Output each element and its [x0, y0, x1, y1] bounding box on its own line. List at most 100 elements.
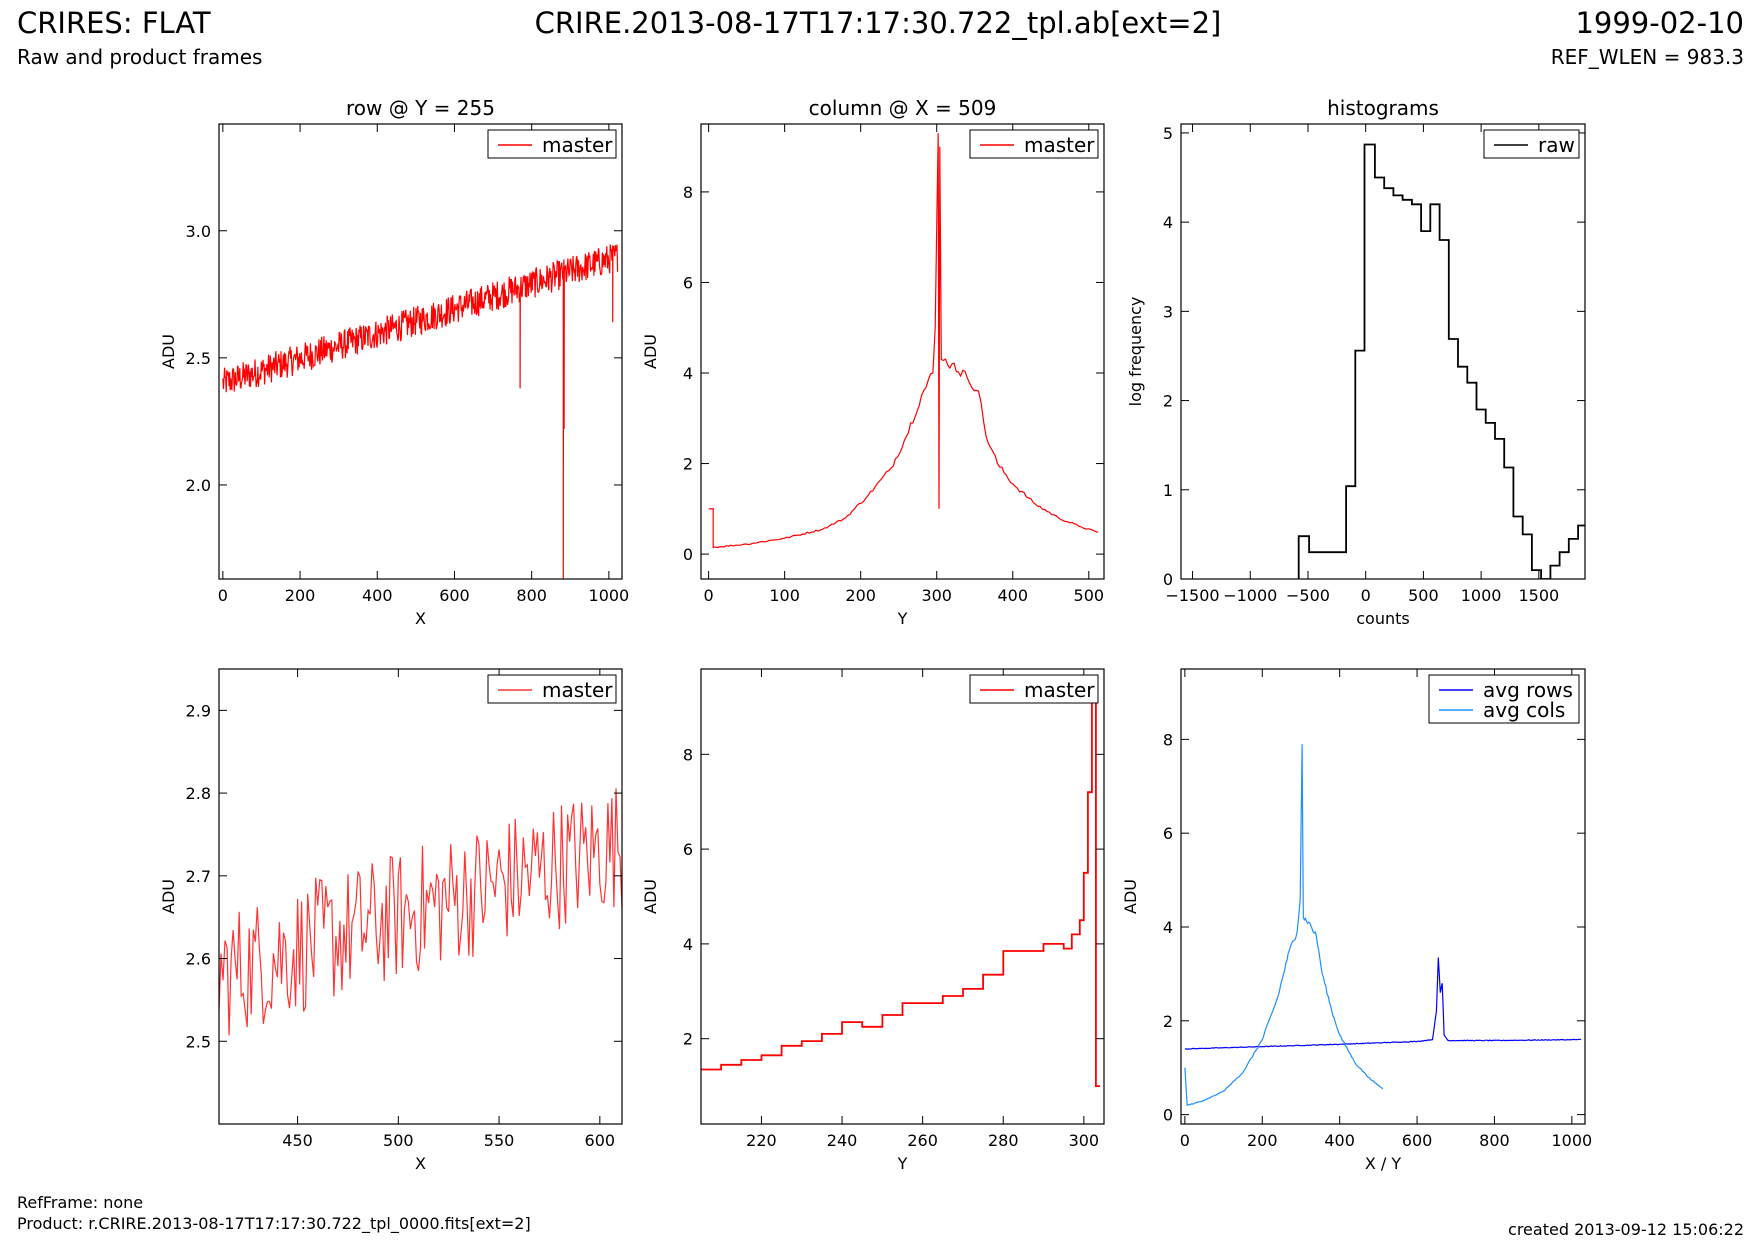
y-tick-label: 2.6 — [186, 950, 211, 969]
y-tick-label: 2 — [1163, 392, 1173, 411]
y-tick-label: 2.8 — [186, 784, 211, 803]
legend-label: avg rows — [1483, 678, 1573, 702]
legend: master — [969, 129, 1099, 159]
axes-frame — [1180, 123, 1586, 580]
y-axis-label: ADU — [641, 334, 660, 369]
y-tick-label: 1 — [1163, 481, 1173, 500]
x-tick-label: 0 — [704, 586, 714, 605]
y-axis-label: ADU — [159, 334, 178, 369]
axes-frame — [1180, 668, 1586, 1125]
series-line-raw — [1297, 143, 1585, 579]
y-tick-label: 2.9 — [186, 701, 211, 720]
x-tick-label: 500 — [383, 1131, 414, 1150]
x-tick-label: 600 — [1402, 1131, 1433, 1150]
y-tick-label: 8 — [683, 183, 693, 202]
axes-frame — [700, 123, 1105, 580]
x-tick-label: 600 — [439, 586, 470, 605]
y-tick-label: 0 — [1163, 1106, 1173, 1125]
x-tick-label: 800 — [1479, 1131, 1510, 1150]
y-tick-label: 0 — [1163, 570, 1173, 589]
y-tick-label: 8 — [683, 745, 693, 764]
x-tick-label: 200 — [845, 586, 876, 605]
legend: master — [969, 674, 1099, 704]
plot-panel-2: 0 100 200 300 400 500 0 2 4 6 8 column @ X = 509 Y AD… — [641, 96, 1105, 628]
x-tick-label: 500 — [1074, 586, 1105, 605]
page-title: CRIRES: FLAT — [17, 6, 211, 40]
y-tick-label: 2 — [683, 1030, 693, 1049]
y-tick-label: 2 — [1163, 1012, 1173, 1031]
x-axis-label: counts — [1356, 609, 1409, 628]
x-tick-label: 1500 — [1518, 586, 1559, 605]
x-tick-label: 1000 — [1461, 586, 1502, 605]
legend-label: raw — [1538, 133, 1575, 157]
legend-label: master — [1024, 133, 1095, 157]
x-axis-label: X — [415, 1154, 426, 1173]
plot-panel-1: 0 200 400 600 800 1000 2.0 2.5 3.0 row @ Y = 255 X… — [159, 96, 629, 628]
legend-label: master — [542, 133, 613, 157]
series-line-avg-rows — [1184, 957, 1582, 1050]
x-tick-label: 220 — [746, 1131, 777, 1150]
x-tick-label: 300 — [1069, 1131, 1100, 1150]
y-tick-label: 4 — [683, 364, 693, 383]
y-axis-label: log frequency — [1126, 297, 1145, 407]
series-line-master — [222, 244, 619, 579]
plot-title: histograms — [1327, 96, 1439, 120]
x-tick-label: 200 — [285, 586, 316, 605]
y-axis-label: ADU — [1121, 879, 1140, 914]
plot-panel-5: 220 240 260 280 300 2 4 6 8 Y ADU master — [641, 668, 1105, 1173]
plot-panel-3: −1500 −1000 −500 0 500 1000 1500 0 1 2 3 4 5 histogra… — [1126, 96, 1586, 628]
x-tick-label: −500 — [1286, 586, 1330, 605]
y-tick-label: 4 — [683, 935, 693, 954]
created-label: created 2013-09-12 15:06:22 — [1508, 1220, 1744, 1239]
x-tick-label: 0 — [1180, 1131, 1190, 1150]
axes-frame — [218, 123, 623, 580]
y-tick-label: 5 — [1163, 124, 1173, 143]
x-axis-label: Y — [897, 609, 908, 628]
y-tick-label: 2.5 — [186, 349, 211, 368]
date-label: 1999-02-10 — [1575, 6, 1744, 40]
x-tick-label: 300 — [921, 586, 952, 605]
x-tick-label: 0 — [218, 586, 228, 605]
legend-label: master — [542, 678, 613, 702]
file-title: CRIRE.2013-08-17T17:17:30.722_tpl.ab[ext… — [534, 6, 1222, 40]
y-tick-label: 2.0 — [186, 476, 211, 495]
product-label: Product: r.CRIRE.2013-08-17T17:17:30.722… — [17, 1214, 531, 1233]
plot-title: row @ Y = 255 — [346, 96, 495, 120]
x-tick-label: 260 — [907, 1131, 938, 1150]
x-tick-label: 400 — [362, 586, 393, 605]
y-tick-label: 8 — [1163, 730, 1173, 749]
y-tick-label: 3 — [1163, 302, 1173, 321]
series-line-avg-cols — [1184, 744, 1384, 1107]
x-tick-label: 1000 — [589, 586, 630, 605]
y-tick-label: 4 — [1163, 918, 1173, 937]
axes-frame — [700, 668, 1105, 1125]
x-axis-label: Y — [897, 1154, 908, 1173]
y-tick-label: 2.5 — [186, 1032, 211, 1051]
x-tick-label: 400 — [1324, 1131, 1355, 1150]
page-subtitle: Raw and product frames — [17, 45, 263, 69]
x-tick-label: 800 — [516, 586, 547, 605]
y-tick-label: 3.0 — [186, 222, 211, 241]
y-tick-label: 6 — [683, 840, 693, 859]
legend: master — [487, 674, 617, 704]
x-tick-label: 100 — [769, 586, 800, 605]
x-tick-label: 280 — [988, 1131, 1019, 1150]
x-tick-label: 0 — [1361, 586, 1371, 605]
x-tick-label: 600 — [585, 1131, 616, 1150]
x-tick-label: −1500 — [1165, 586, 1219, 605]
x-axis-label: X — [415, 609, 426, 628]
y-axis-label: ADU — [641, 879, 660, 914]
y-tick-label: 6 — [1163, 824, 1173, 843]
legend: raw — [1483, 129, 1580, 159]
y-tick-label: 6 — [683, 273, 693, 292]
x-axis-label: X / Y — [1365, 1154, 1402, 1173]
x-tick-label: −1000 — [1223, 586, 1277, 605]
y-tick-label: 2 — [683, 455, 693, 474]
x-tick-label: 400 — [997, 586, 1028, 605]
series-line-master — [708, 133, 1099, 549]
plot-panel-6: 0 200 400 600 800 1000 0 2 4 6 8 X / Y ADU avg rowsav… — [1121, 668, 1592, 1173]
x-tick-label: 240 — [827, 1131, 858, 1150]
series-line-master — [219, 788, 622, 1036]
